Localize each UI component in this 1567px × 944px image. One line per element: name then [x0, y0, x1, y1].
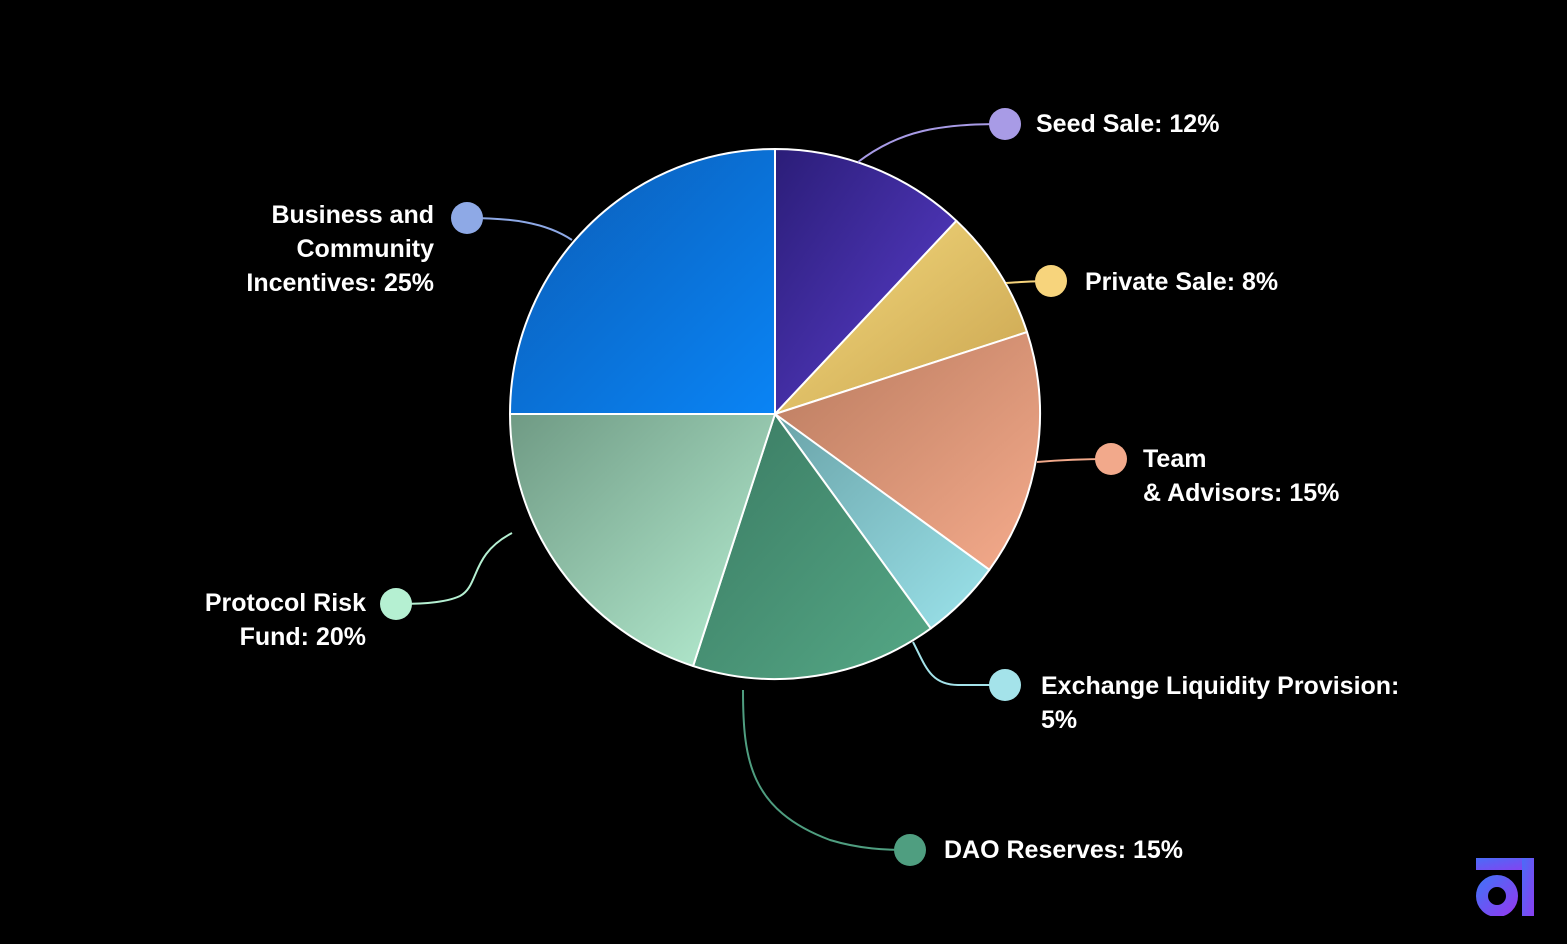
- pie-slice-dao: [692, 413, 932, 680]
- pie-slice-team: [774, 331, 1041, 571]
- label-team-advisors: Team & Advisors: 15%: [1143, 442, 1339, 510]
- legend-dot-dao: [894, 834, 926, 866]
- legend-dot-protocol: [380, 588, 412, 620]
- label-line: Team: [1143, 445, 1207, 473]
- label-line: Business and: [271, 201, 434, 229]
- legend-dot-team: [1095, 443, 1127, 475]
- legend-dot-exchange: [989, 669, 1021, 701]
- label-exchange-liquidity: Exchange Liquidity Provision: 5%: [1041, 669, 1399, 737]
- label-seed-sale: Seed Sale: 12%: [1036, 107, 1219, 141]
- pie-slice-private: [774, 219, 1029, 415]
- legend-dot-private: [1035, 265, 1067, 297]
- leader-line-dao: [742, 689, 911, 851]
- label-line: Exchange Liquidity Provision:: [1041, 672, 1400, 700]
- label-dao-reserves: DAO Reserves: 15%: [944, 833, 1183, 867]
- leader-lines: [380, 108, 1127, 866]
- brand-logo-icon: [1476, 858, 1534, 916]
- leader-line-protocol: [395, 532, 513, 605]
- label-line: Community: [296, 235, 435, 263]
- label-private-sale: Private Sale: 8%: [1085, 265, 1278, 299]
- label-line: & Advisors: 15%: [1143, 479, 1340, 507]
- pie-slice-business: [509, 148, 776, 415]
- leader-line-seed: [857, 123, 1006, 163]
- leader-line-business: [466, 217, 573, 241]
- legend-dot-business: [451, 202, 483, 234]
- leader-line-exchange: [912, 641, 1005, 686]
- label-line: Incentives: 25%: [246, 269, 434, 297]
- label-line: DAO Reserves: 15%: [944, 836, 1184, 864]
- pie-slice-seed: [774, 148, 958, 415]
- label-line: 5%: [1041, 706, 1078, 734]
- label-line: Seed Sale: 12%: [1036, 110, 1220, 138]
- label-protocol-risk-fund: Protocol Risk Fund: 20%: [205, 586, 366, 654]
- pie-slices: [509, 148, 1041, 680]
- pie-slice-protocol: [509, 413, 776, 668]
- label-line: Fund: 20%: [239, 623, 366, 651]
- label-business-community: Business and Community Incentives: 25%: [246, 198, 434, 300]
- label-line: Private Sale: 8%: [1085, 268, 1279, 296]
- legend-dot-seed: [989, 108, 1021, 140]
- label-line: Protocol Risk: [204, 589, 366, 617]
